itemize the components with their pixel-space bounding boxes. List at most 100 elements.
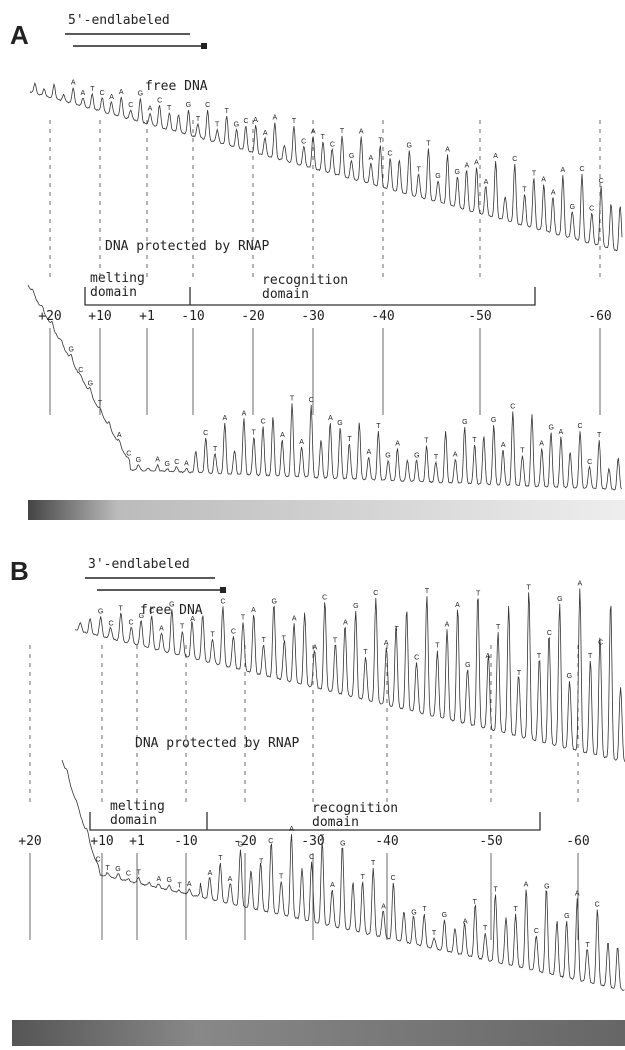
base-label: C bbox=[547, 630, 552, 637]
free-label: free DNA bbox=[145, 79, 208, 94]
base-label: A bbox=[263, 130, 268, 137]
protected-label: DNA protected by RNAP bbox=[135, 736, 300, 751]
base-label: C bbox=[534, 928, 539, 935]
base-label: C bbox=[391, 875, 396, 882]
base-label: T bbox=[167, 105, 172, 112]
position-label: +1 bbox=[129, 834, 145, 849]
base-label: G bbox=[454, 169, 459, 176]
base-label: A bbox=[159, 625, 164, 632]
base-label: T bbox=[522, 187, 527, 194]
base-label: G bbox=[138, 90, 143, 97]
base-label: T bbox=[496, 624, 501, 631]
base-label: A bbox=[368, 155, 373, 162]
base-label: A bbox=[330, 882, 335, 889]
base-label: G bbox=[567, 673, 572, 680]
recognition-label: recognition bbox=[262, 273, 348, 288]
base-label: G bbox=[465, 662, 470, 669]
base-label: G bbox=[435, 173, 440, 180]
base-label: A bbox=[156, 876, 161, 883]
base-label: A bbox=[184, 460, 189, 467]
position-label: -30 bbox=[301, 834, 324, 849]
base-label: T bbox=[279, 874, 284, 881]
base-label: C bbox=[108, 620, 113, 627]
base-label: C bbox=[231, 628, 236, 635]
base-label: T bbox=[363, 649, 368, 656]
base-label: T bbox=[422, 906, 427, 913]
base-label: C bbox=[373, 590, 378, 597]
base-label: A bbox=[445, 621, 450, 628]
base-label: G bbox=[186, 102, 191, 109]
base-label: T bbox=[588, 653, 593, 660]
base-label: C bbox=[128, 102, 133, 109]
base-label: G bbox=[385, 453, 390, 460]
base-label: G bbox=[238, 842, 243, 849]
base-label: T bbox=[347, 436, 352, 443]
domain-bracket bbox=[89, 812, 541, 831]
base-label: A bbox=[80, 90, 85, 97]
base-label: G bbox=[88, 380, 93, 387]
base-label: G bbox=[557, 596, 562, 603]
panel-label: B bbox=[10, 556, 29, 586]
base-label: T bbox=[493, 887, 498, 894]
base-label: G bbox=[115, 866, 120, 873]
base-label: T bbox=[180, 623, 185, 630]
position-label: +20 bbox=[18, 834, 41, 849]
base-label: T bbox=[262, 637, 267, 644]
base-label: C bbox=[577, 423, 582, 430]
base-label: T bbox=[432, 930, 437, 937]
base-label: A bbox=[493, 153, 498, 160]
base-label: A bbox=[328, 415, 333, 422]
position-label: -20 bbox=[233, 834, 256, 849]
position-label: -60 bbox=[588, 309, 611, 324]
base-label: T bbox=[378, 138, 383, 145]
base-label: G bbox=[442, 912, 447, 919]
base-label: T bbox=[520, 448, 525, 455]
base-label: C bbox=[126, 451, 131, 458]
base-label: T bbox=[210, 631, 215, 638]
base-label: G bbox=[462, 419, 467, 426]
base-label: T bbox=[376, 423, 381, 430]
base-label: T bbox=[105, 865, 110, 872]
base-label: C bbox=[157, 97, 162, 104]
base-label: T bbox=[251, 430, 256, 437]
base-label: T bbox=[290, 395, 295, 402]
base-label: A bbox=[464, 162, 469, 169]
base-label: A bbox=[455, 602, 460, 609]
base-label: G bbox=[570, 204, 575, 211]
base-label: G bbox=[166, 877, 171, 884]
base-label: G bbox=[234, 121, 239, 128]
base-label: T bbox=[177, 883, 182, 890]
base-label: T bbox=[597, 432, 602, 439]
base-label: A bbox=[366, 449, 371, 456]
base-label: C bbox=[595, 902, 600, 909]
position-label: -60 bbox=[566, 834, 589, 849]
base-label: T bbox=[426, 140, 431, 147]
base-label: A bbox=[551, 189, 556, 196]
base-label: A bbox=[558, 429, 563, 436]
position-label: +20 bbox=[38, 309, 61, 324]
base-label: A bbox=[155, 457, 160, 464]
position-label: -50 bbox=[479, 834, 502, 849]
base-label: G bbox=[169, 601, 174, 608]
base-label: T bbox=[259, 859, 264, 866]
base-label: T bbox=[476, 591, 481, 598]
base-label: T bbox=[90, 86, 95, 93]
base-label: C bbox=[128, 619, 133, 626]
position-label: -40 bbox=[375, 834, 398, 849]
base-label: T bbox=[425, 588, 430, 595]
base-label: A bbox=[251, 607, 256, 614]
base-label: T bbox=[320, 834, 325, 841]
base-label: C bbox=[512, 156, 517, 163]
base-label: G bbox=[139, 613, 144, 620]
recognition-label: domain bbox=[262, 287, 309, 302]
base-label: A bbox=[577, 580, 582, 587]
base-label: T bbox=[513, 906, 518, 913]
base-label: T bbox=[417, 166, 422, 173]
position-label: +10 bbox=[88, 309, 111, 324]
position-label: -30 bbox=[301, 309, 324, 324]
base-label: T bbox=[98, 400, 103, 407]
base-label: T bbox=[483, 925, 488, 932]
base-label: T bbox=[394, 626, 399, 633]
base-label: C bbox=[579, 166, 584, 173]
base-label: C bbox=[599, 178, 604, 185]
